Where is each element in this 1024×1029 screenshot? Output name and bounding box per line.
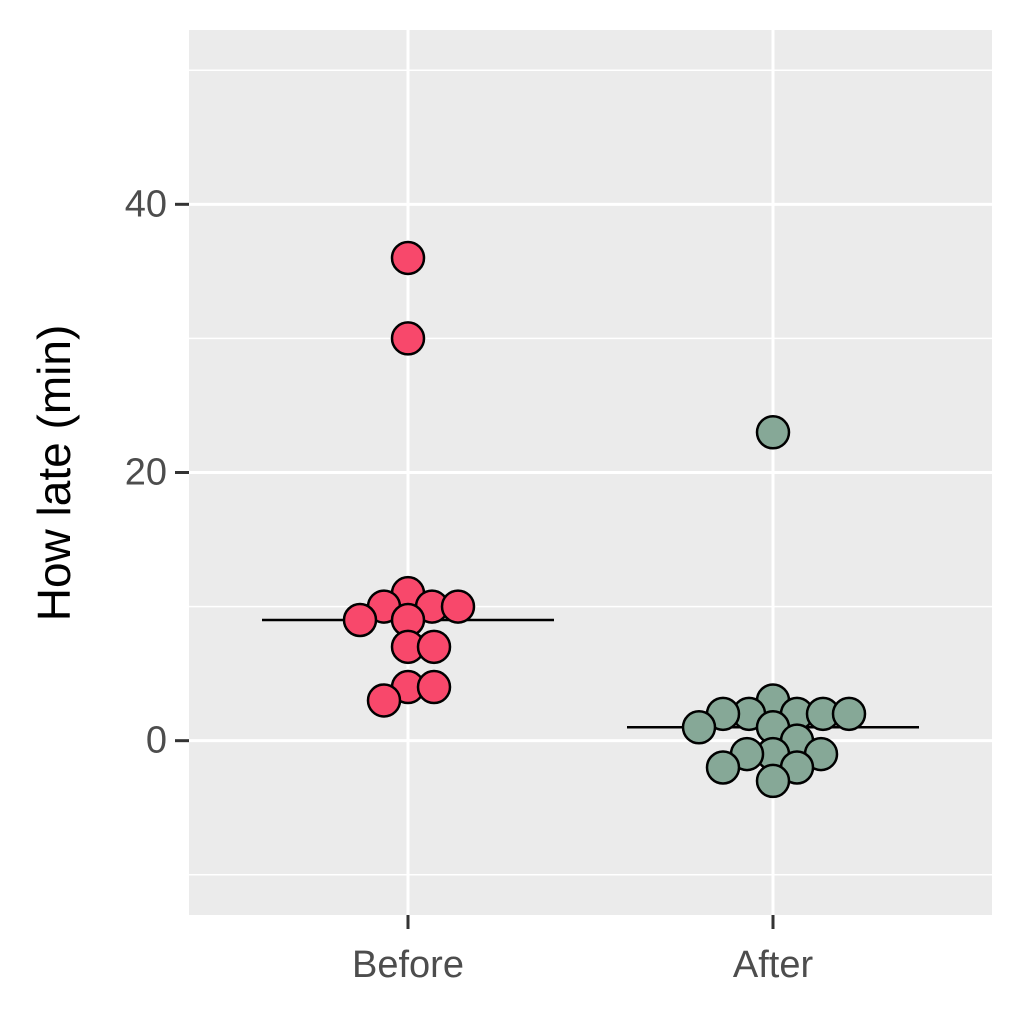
point	[705, 750, 741, 785]
y-axis-label: How late (min)	[28, 325, 80, 622]
x-tick-label: After	[733, 944, 814, 986]
point	[681, 710, 717, 745]
y-tick-label: 20	[125, 452, 167, 494]
point	[416, 669, 452, 705]
x-tick-label: Before	[352, 944, 464, 986]
point	[366, 683, 402, 718]
point	[390, 321, 426, 356]
point	[416, 629, 452, 665]
point	[440, 589, 476, 624]
point	[755, 415, 791, 450]
point	[831, 696, 867, 732]
y-tick-label: 0	[146, 720, 167, 762]
point	[390, 240, 426, 276]
point	[342, 602, 378, 638]
y-tick-label: 40	[125, 183, 167, 225]
point	[755, 763, 791, 799]
